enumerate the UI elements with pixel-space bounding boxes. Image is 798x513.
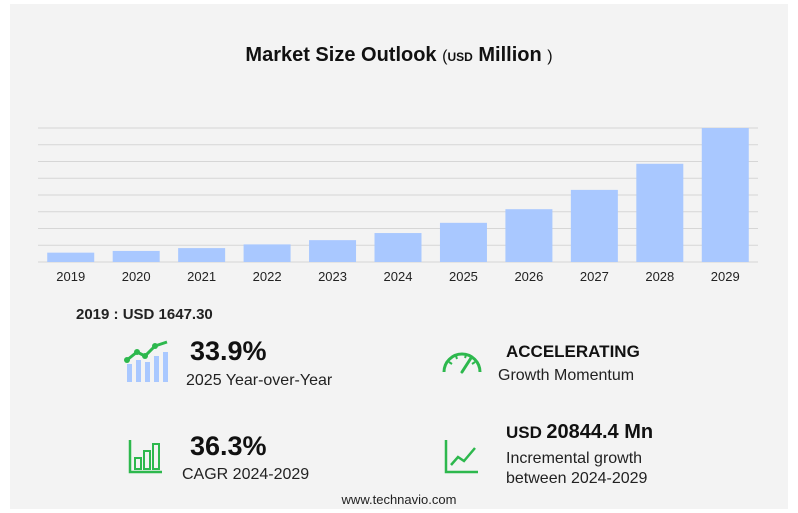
- incremental-label-1: Incremental growth: [506, 450, 643, 467]
- source-url: www.technavio.com: [341, 492, 457, 507]
- yoy-value: 33.9%: [190, 336, 267, 366]
- title-open-paren: (: [442, 48, 448, 65]
- chart-title: Market Size Outlook (USD Million ): [10, 44, 788, 67]
- bar-2022: [243, 244, 291, 262]
- bar-2019: [47, 252, 95, 262]
- bar-2021: [178, 248, 226, 262]
- yoy-label: 2025 Year-over-Year: [186, 372, 333, 389]
- x-tick-label-2025: 2025: [449, 269, 478, 284]
- x-tick-label-2027: 2027: [580, 269, 609, 284]
- incremental-value: 20844.4 Mn: [546, 421, 654, 443]
- bar-2026: [505, 209, 553, 262]
- speedometer-icon: [442, 352, 482, 374]
- bar-2023: [309, 240, 357, 262]
- title-currency: USD: [447, 50, 473, 64]
- bar-2028: [636, 163, 684, 262]
- bar-chart-icon: [128, 440, 162, 474]
- growth-chart-icon: [124, 340, 168, 382]
- momentum-label: Growth Momentum: [498, 367, 635, 384]
- infographic-panel: Market Size Outlook (USD Million ) 2019 2…: [10, 4, 788, 509]
- base-year-value: 2019 : USD 1647.30: [76, 306, 213, 323]
- bar-chart: 2019 2020 2021 2022 2023 2024 2025 2026 2027 2028…: [38, 127, 758, 284]
- x-tick-label-2019: 2019: [56, 269, 85, 284]
- momentum-value: ACCELERATING: [506, 342, 640, 361]
- x-tick-label-2028: 2028: [645, 269, 674, 284]
- incremental-label-2: between 2024-2029: [506, 470, 648, 487]
- x-tick-label-2029: 2029: [711, 269, 740, 284]
- x-tick-label-2023: 2023: [318, 269, 347, 284]
- cagr-label: CAGR 2024-2029: [182, 466, 310, 483]
- x-tick-label-2021: 2021: [187, 269, 216, 284]
- title-close-paren: ): [547, 48, 553, 65]
- incremental-currency: USD: [506, 423, 542, 442]
- title-unit: Million: [478, 44, 542, 66]
- bar-2024: [374, 233, 422, 262]
- bar-2029: [701, 128, 749, 262]
- x-tick-label-2022: 2022: [253, 269, 282, 284]
- bar-2025: [439, 222, 487, 262]
- x-tick-label-2020: 2020: [122, 269, 151, 284]
- bar-2027: [570, 189, 618, 262]
- x-tick-label-2026: 2026: [514, 269, 543, 284]
- trend-line-icon: [444, 440, 478, 474]
- incremental-growth: USD 20844.4 Mn: [506, 421, 653, 444]
- x-tick-label-2024: 2024: [384, 269, 413, 284]
- title-main: Market Size Outlook: [245, 44, 437, 66]
- cagr-value: 36.3%: [190, 431, 267, 461]
- bar-2020: [112, 250, 160, 262]
